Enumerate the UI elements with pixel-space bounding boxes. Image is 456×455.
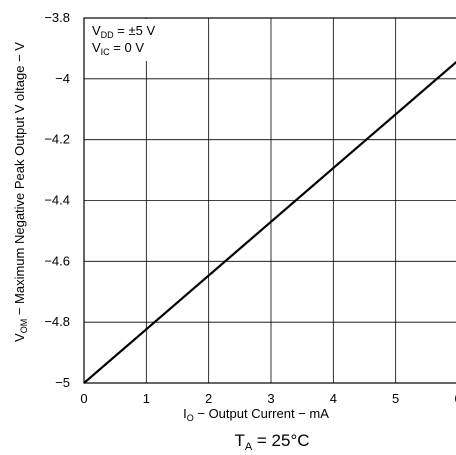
- y-tick-label-6: −5: [55, 375, 70, 390]
- temperature-symbol: T: [234, 431, 244, 450]
- y-tick-label-2: −4.2: [44, 132, 70, 147]
- x-tick-label-4: 4: [330, 391, 337, 406]
- condition-vic: VIC = 0 V: [92, 40, 144, 57]
- condition-vic-sub: IC: [101, 47, 111, 57]
- y-axis-title-symbol: V: [12, 333, 27, 342]
- condition-vdd-sub: DD: [101, 30, 114, 40]
- condition-vic-text: = 0 V: [110, 40, 145, 55]
- x-tick-label-3: 3: [267, 391, 274, 406]
- condition-vdd: VDD = ±5 V: [92, 23, 155, 40]
- condition-vic-symbol: V: [92, 40, 101, 55]
- y-axis-title-text: − Maximum Negative Peak Output V oltage …: [12, 42, 27, 319]
- y-tick-label-0: −3.8: [44, 10, 70, 25]
- x-tick-label-0: 0: [80, 391, 87, 406]
- y-axis-title-sub: OM: [19, 319, 29, 334]
- y-tick-label-3: −4.4: [44, 193, 70, 208]
- x-tick-label-2: 2: [205, 391, 212, 406]
- temperature-label: TA = 25°C: [234, 431, 309, 453]
- condition-vdd-text: = ±5 V: [114, 23, 156, 38]
- x-tick-label-5: 5: [392, 391, 399, 406]
- conditions-backdrop: [85, 19, 175, 61]
- y-axis-title: VOM − Maximum Negative Peak Output V olt…: [12, 42, 29, 342]
- x-axis-title-sub: O: [187, 413, 194, 423]
- y-tick-label-1: −4: [55, 71, 70, 86]
- x-axis-title: IO − Output Current − mA: [183, 406, 329, 423]
- x-tick-label-1: 1: [143, 391, 150, 406]
- temperature-text: = 25°C: [252, 431, 309, 450]
- series-line-0: [83, 60, 456, 384]
- y-tick-label-5: −4.8: [44, 314, 70, 329]
- temperature-sub: A: [245, 441, 253, 453]
- series-layer: [83, 60, 456, 384]
- x-axis-title-symbol: I: [183, 406, 187, 421]
- y-tick-labels: −3.8 −4 −4.2 −4.4 −4.6 −4.8 −5: [44, 10, 70, 390]
- plot-frame: [83, 17, 456, 384]
- x-axis-title-text: − Output Current − mA: [194, 406, 329, 421]
- grid: [83, 17, 456, 384]
- x-tick-label-6: 6: [454, 391, 456, 406]
- x-tick-labels: 0 1 2 3 4 5 6: [80, 391, 456, 406]
- condition-vdd-symbol: V: [92, 23, 101, 38]
- y-tick-label-4: −4.6: [44, 253, 70, 268]
